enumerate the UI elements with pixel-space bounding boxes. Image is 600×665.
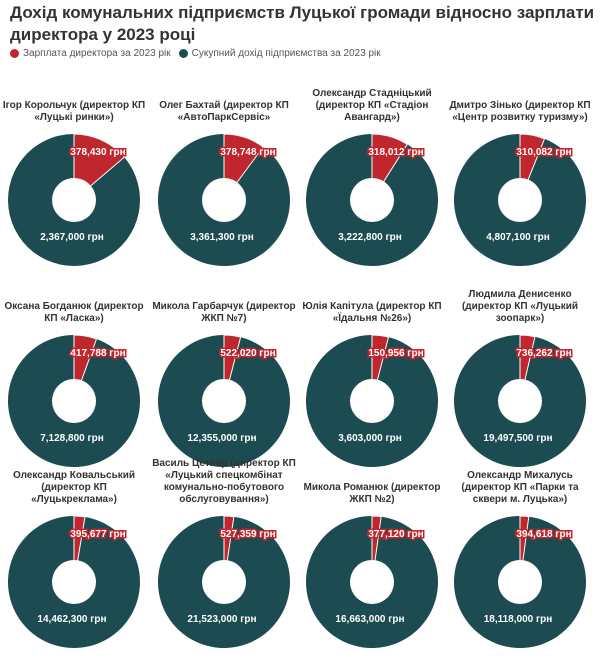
donut-chart-8: Людмила Денисенко (директор КП «Луцький … [446,283,594,483]
revenue-label: 19,497,500 грн [483,433,552,444]
revenue-label: 3,603,000 грн [338,433,402,444]
donut-hole [498,560,542,604]
salary-label: 378,748 грн [220,147,275,158]
salary-label: 395,677 грн [70,529,125,540]
donut-chart-3: Олександр Стадніцький (директор КП «Стад… [298,82,446,282]
donut-hole [350,560,394,604]
revenue-label: 18,118,000 грн [484,614,553,625]
donut-svg: 377,120 грн 16,663,000 грн [306,515,438,648]
legend-swatch-salary [10,49,19,58]
donut-svg: 378,748 грн 3,361,300 грн [158,133,290,266]
donut-svg: 150,956 грн 3,603,000 грн [306,334,438,467]
donut-hole [498,379,542,423]
legend-item-salary[interactable]: Зарплата директора за 2023 рік [10,48,171,59]
revenue-label: 3,222,800 грн [338,232,402,243]
donut-chart-11: Микола Романюк (директор ЖКП №2) 377,120 … [298,464,446,664]
donut-hole [52,379,96,423]
salary-label: 150,956 грн [368,348,423,359]
donut-title: Оксана Богданюк (директор КП «Ласка») [4,301,144,324]
revenue-label: 16,663,000 грн [335,614,404,625]
donut-hole [350,178,394,222]
donut-chart-7: Юлія Капітула (директор КП «Їдальня №26»… [298,283,446,483]
revenue-label: 2,367,000 грн [40,232,104,243]
donut-title: Василь Цетнар (директор КП «Луцький спец… [152,458,296,505]
legend-item-revenue[interactable]: Сукупний дохід підприємства за 2023 рік [178,48,381,59]
donut-chart-12: Олександр Михалусь (директор КП «Парки т… [446,464,594,664]
donut-chart-5: Оксана Богданюк (директор КП «Ласка») 417… [0,283,148,483]
salary-label: 310,082 грн [516,147,571,158]
donut-title: Ігор Корольчук (директор КП «Луцькі ринк… [2,100,146,123]
donut-title: Олександр Михалусь (директор КП «Парки т… [461,470,579,505]
donut-svg: 736,262 грн 19,497,500 грн [454,334,586,467]
legend: Зарплата директора за 2023 рік Сукупний … [10,48,389,59]
salary-label: 417,788 грн [70,348,125,359]
donut-hole [52,178,96,222]
donut-svg: 522,020 грн 12,355,000 грн [158,334,290,467]
donut-hole [498,178,542,222]
revenue-label: 14,462,300 грн [37,614,106,625]
donut-svg: 318,012 грн 3,222,800 грн [306,133,438,266]
revenue-label: 7,128,800 грн [40,433,104,444]
donut-chart-2: Олег Бахтай (директор КП «АвтоПаркСервіс… [150,82,298,282]
donut-svg: 527,359 грн 21,523,000 грн [158,515,290,648]
revenue-label: 12,355,000 грн [187,433,256,444]
donut-svg: 394,618 грн 18,118,000 грн [454,515,586,648]
salary-label: 377,120 грн [368,529,423,540]
donut-hole [202,379,246,423]
donut-title: Олег Бахтай (директор КП «АвтоПаркСервіс… [159,100,289,123]
salary-label: 736,262 грн [516,348,571,359]
donut-title: Олександр Ковальський (директор КП «Луць… [12,470,136,505]
donut-hole [202,560,246,604]
salary-label: 378,430 грн [70,147,125,158]
donut-svg: 310,082 грн 4,807,100 грн [454,133,586,266]
legend-label-salary: Зарплата директора за 2023 рік [23,48,171,59]
donut-chart-9: Олександр Ковальський (директор КП «Луць… [0,464,148,664]
donut-svg: 378,430 грн 2,367,000 грн [8,133,140,266]
revenue-label: 3,361,300 грн [190,232,254,243]
donut-svg: 395,677 грн 14,462,300 грн [7,515,141,648]
donut-title: Юлія Капітула (директор КП «Їдальня №26»… [302,301,442,324]
legend-swatch-revenue [178,49,188,58]
donut-chart-1: Ігор Корольчук (директор КП «Луцькі ринк… [0,82,148,282]
donut-chart-10: Василь Цетнар (директор КП «Луцький спец… [150,458,298,664]
salary-label: 318,012 грн [368,147,423,158]
donut-title: Микола Романюк (директор ЖКП №2) [303,482,441,505]
donut-hole [52,560,96,604]
donut-chart-4: Дмитро Зінько (директор КП «Центр розвит… [446,82,594,282]
chart-title: Дохід комунальних підприємств Луцької гр… [10,3,595,44]
donut-title: Дмитро Зінько (директор КП «Центр розвит… [449,100,591,123]
revenue-label: 4,807,100 грн [486,232,550,243]
salary-label: 522,020 грн [220,348,275,359]
donut-title: Микола Гарбарчук (директор ЖКП №7) [152,301,296,324]
donut-title: Людмила Денисенко (директор КП «Луцький … [461,289,579,324]
donut-hole [350,379,394,423]
salary-label: 527,359 грн [220,529,275,540]
revenue-label: 21,523,000 грн [187,614,256,625]
salary-label: 394,618 грн [516,529,571,540]
donut-hole [202,178,246,222]
legend-label-revenue: Сукупний дохід підприємства за 2023 рік [191,48,381,59]
donut-title: Олександр Стадніцький (директор КП «Стад… [312,88,432,123]
donut-chart-6: Микола Гарбарчук (директор ЖКП №7) 522,02… [150,283,298,483]
donut-svg: 417,788 грн 7,128,800 грн [8,334,140,467]
